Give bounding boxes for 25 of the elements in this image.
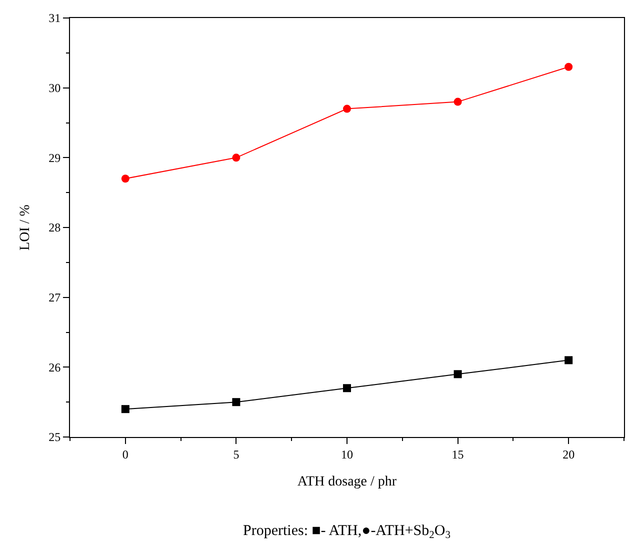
x-tick-label: 5 xyxy=(233,447,240,462)
point xyxy=(454,370,462,378)
y-tick-label: 25 xyxy=(48,430,61,444)
point xyxy=(454,98,462,106)
y-tick-label: 29 xyxy=(48,150,61,165)
x-tick-label: 15 xyxy=(452,447,464,462)
text: Properties: ■- ATH,●-ATH+Sb$_{2}$O$_{3}$ xyxy=(243,523,450,542)
y-tick-label: 26 xyxy=(48,360,61,374)
point xyxy=(564,62,573,71)
y-tick-label: 30 xyxy=(48,81,61,96)
point xyxy=(564,356,573,364)
point xyxy=(343,384,351,392)
y-tick-label: 31 xyxy=(48,11,61,26)
x-tick-label: 20 xyxy=(562,447,575,462)
point xyxy=(343,104,351,113)
y-axis-title: LOI / % xyxy=(18,204,34,250)
y-tick-label: 27 xyxy=(48,290,61,305)
x-axis-title: ATH dosage / phr xyxy=(297,474,397,490)
point xyxy=(232,154,240,162)
x-tick-label: 0 xyxy=(122,447,128,462)
y-tick-label: 28 xyxy=(48,220,61,235)
point xyxy=(121,405,130,414)
point xyxy=(232,398,240,406)
x-tick-label: 10 xyxy=(341,447,353,462)
point xyxy=(121,174,130,183)
